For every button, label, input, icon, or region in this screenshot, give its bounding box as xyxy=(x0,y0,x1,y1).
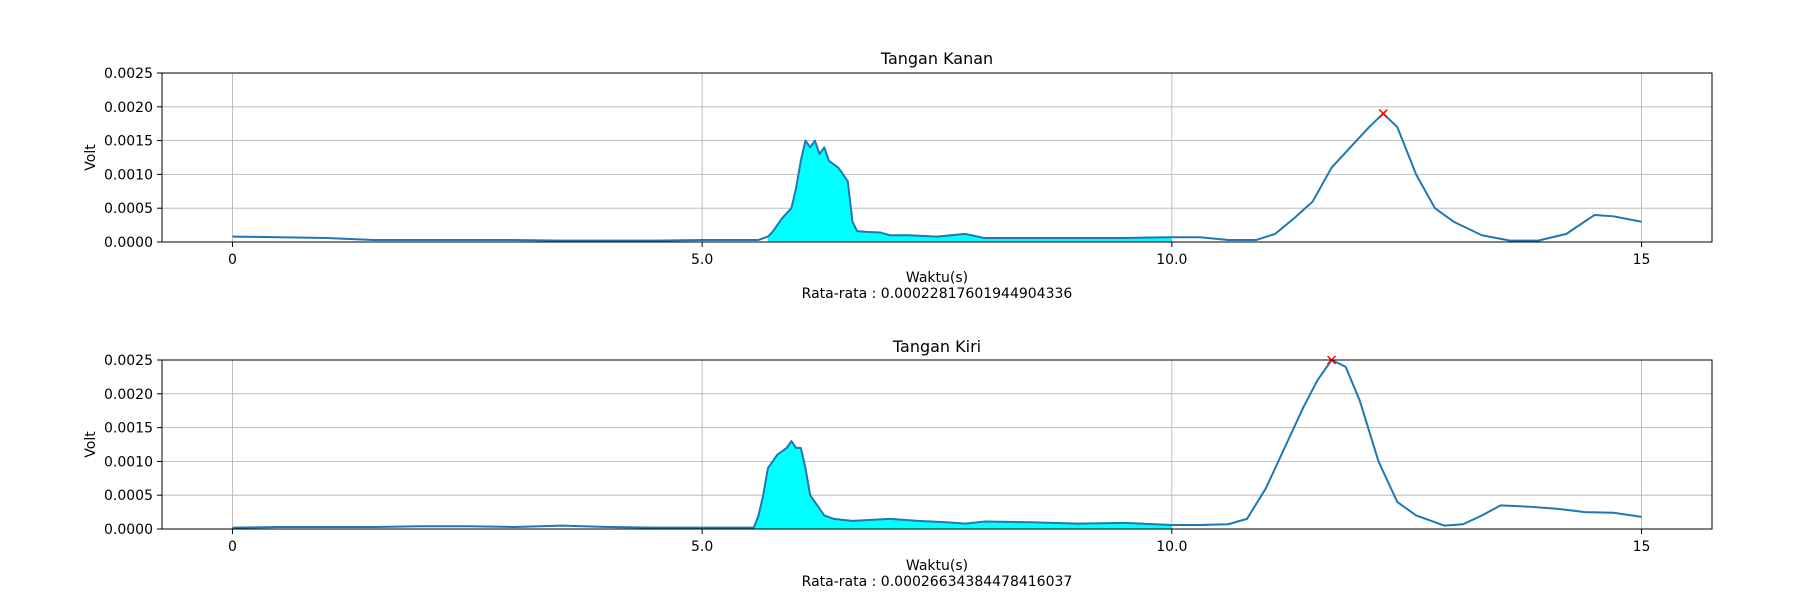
y-tick-label: 0.0020 xyxy=(104,387,153,403)
y-tick-label: 0.0020 xyxy=(104,100,153,116)
x-axis-label: Waktu(s) xyxy=(906,558,968,574)
x-ticks: 0 5.0 10.0 15 xyxy=(228,242,1650,268)
x-tick-label: 10.0 xyxy=(1156,252,1187,268)
y-tick-label: 0.0010 xyxy=(104,167,153,183)
x-axis-label: Waktu(s) xyxy=(906,270,968,286)
data-line xyxy=(232,359,1642,529)
series-line xyxy=(232,112,1642,242)
plot-frame xyxy=(161,359,1713,530)
y-axis-label: Volt xyxy=(83,144,99,171)
y-tick-label: 0.0015 xyxy=(104,134,153,150)
y-ticks: 0.0000 0.0005 0.0010 0.0015 0.0020 0.0025 xyxy=(104,353,162,538)
chart-panel-tangan-kanan: Tangan Kanan 0.00000.00050.00100.00150.0… xyxy=(83,49,1713,302)
y-tick-label: 0.0010 xyxy=(104,454,153,470)
fill-area xyxy=(753,441,1172,529)
average-caption: Rata-rata : 0.00026634384478416037 xyxy=(802,574,1073,590)
plot-frame xyxy=(161,72,1713,243)
y-tick-label: 0.0025 xyxy=(104,353,153,369)
y-tick-label: 0.0025 xyxy=(104,66,153,82)
x-tick-label: 15 xyxy=(1633,539,1651,555)
chart-title: Tangan Kiri xyxy=(892,337,981,356)
y-tick-label: 0.0015 xyxy=(104,421,153,437)
x-tick-label: 5.0 xyxy=(691,539,713,555)
x-tick-label: 5.0 xyxy=(691,252,713,268)
average-caption: Rata-rata : 0.00022817601944904336 xyxy=(802,286,1073,302)
x-tick-label: 15 xyxy=(1633,252,1651,268)
x-tick-label: 0 xyxy=(228,539,237,555)
data-line xyxy=(232,112,1642,242)
chart-title: Tangan Kanan xyxy=(880,49,993,68)
y-tick-label: 0.0005 xyxy=(104,201,153,217)
x-tick-label: 0 xyxy=(228,252,237,268)
series-line xyxy=(232,359,1642,529)
y-axis-label: Volt xyxy=(83,431,99,458)
peak-marker-stroke xyxy=(1378,109,1388,119)
x-ticks: 0 5.0 10.0 15 xyxy=(228,529,1650,555)
x-tick-label: 10.0 xyxy=(1156,539,1187,555)
y-tick-label: 0.0005 xyxy=(104,488,153,504)
fill-region xyxy=(753,441,1172,529)
peak-marker xyxy=(1378,109,1388,119)
y-tick-label: 0.0000 xyxy=(104,522,153,538)
chart-panel-tangan-kiri: Tangan Kiri 0.00000.00050.00100.00150.00… xyxy=(83,337,1713,590)
y-ticks: 0.0000 0.0005 0.0010 0.0015 0.0020 0.0025 xyxy=(104,66,162,251)
y-tick-label: 0.0000 xyxy=(104,235,153,251)
